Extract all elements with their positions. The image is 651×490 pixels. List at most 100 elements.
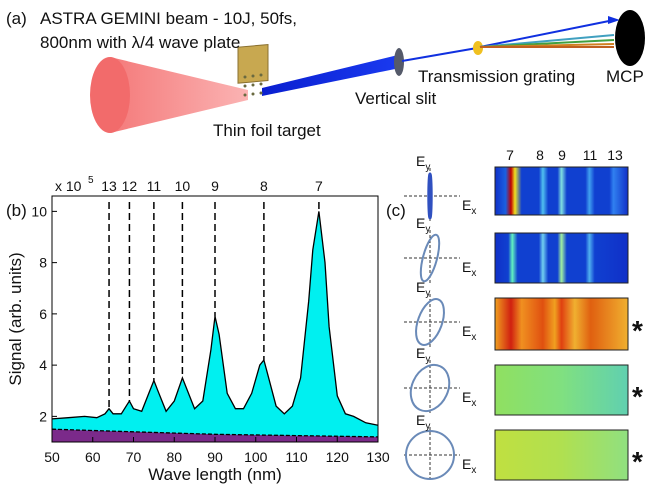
- polarization-ellipse: [409, 363, 451, 413]
- ey-label: Ey: [416, 153, 430, 173]
- foil-dots: [243, 73, 263, 97]
- ey-sub: y: [425, 288, 430, 299]
- harmonic-label: 9: [211, 178, 219, 194]
- x-tick-label: 120: [326, 449, 350, 465]
- target-label: Thin foil target: [213, 121, 321, 140]
- detector-image: [494, 232, 629, 284]
- ex-label: Ex: [462, 197, 476, 217]
- panel-label: (b): [6, 201, 27, 220]
- polarization-ellipse: [405, 430, 455, 480]
- y-tick-label: 6: [39, 306, 47, 322]
- arrow-head: [608, 16, 620, 24]
- ey-main: E: [416, 412, 425, 428]
- x-tick-label: 50: [44, 449, 60, 465]
- ex-main: E: [462, 389, 471, 405]
- ex-sub: x: [471, 268, 476, 279]
- x-axis-label: Wave length (nm): [148, 465, 282, 484]
- ex-main: E: [462, 323, 471, 339]
- polarization-ellipse: [419, 233, 441, 283]
- polarization-ellipse: [427, 172, 433, 220]
- ey-main: E: [416, 279, 425, 295]
- detector-image: [494, 166, 629, 216]
- ey-main: E: [416, 345, 425, 361]
- x-tick-label: 80: [166, 449, 182, 465]
- harmonic-label: 9: [558, 147, 566, 163]
- mcp: [615, 10, 645, 66]
- slit-label: Vertical slit: [355, 89, 437, 108]
- ey-label: Ey: [416, 412, 430, 432]
- y-axis-label: Signal (arb. units): [6, 252, 25, 385]
- detector-image: [494, 364, 629, 416]
- detector-image: [494, 429, 629, 481]
- y-multiplier: x 10: [55, 178, 82, 194]
- ex-label: Ex: [462, 259, 476, 279]
- x-tick-label: 90: [207, 449, 223, 465]
- beam-line: [401, 47, 478, 62]
- harmonic-label: 8: [536, 147, 544, 163]
- y-tick-label: 4: [39, 357, 47, 373]
- asterisk: *: [632, 446, 643, 477]
- asterisk: *: [632, 381, 643, 412]
- ey-label: Ey: [416, 215, 430, 235]
- ex-main: E: [462, 259, 471, 275]
- spectrum-chart: 50 60 70 80 90 100 110 120 130 2 4 6 8 10 13 12 11 10 9 8 7 W…: [6, 175, 390, 484]
- ex-sub: x: [471, 465, 476, 476]
- laser-aperture: [90, 57, 130, 133]
- panel-label: (c): [386, 201, 406, 220]
- ex-sub: x: [471, 398, 476, 409]
- ex-sub: x: [471, 332, 476, 343]
- ex-main: E: [462, 197, 471, 213]
- foil-target: [237, 44, 269, 84]
- laser-cone: [110, 57, 248, 133]
- harmonic-label: 12: [122, 178, 138, 194]
- ex-sub: x: [471, 206, 476, 217]
- line: [51, 211, 379, 426]
- y-tick-label: 10: [31, 203, 47, 219]
- x-tick-label: 110: [285, 449, 308, 465]
- ey-sub: y: [425, 162, 430, 173]
- beam: [262, 55, 400, 96]
- ey-sub: y: [425, 354, 430, 365]
- setup-diagram: [90, 10, 645, 133]
- polarization-ellipse: [415, 298, 445, 346]
- ex-label: Ex: [462, 389, 476, 409]
- harmonic-label: 13: [101, 178, 117, 194]
- panel-label: (a): [6, 9, 27, 28]
- asterisk: *: [632, 315, 643, 346]
- harmonic-label: 10: [175, 178, 191, 194]
- x-tick-label: 130: [366, 449, 390, 465]
- harmonic-label: 8: [260, 178, 268, 194]
- ray: [479, 19, 615, 48]
- harmonic-label: 7: [315, 178, 323, 194]
- y-tick-label: 2: [39, 408, 47, 424]
- slit: [394, 48, 404, 76]
- harmonic-label: 13: [607, 147, 623, 163]
- ey-main: E: [416, 153, 425, 169]
- mcp-label: MCP: [606, 67, 644, 86]
- beam-text: 800nm with λ/4 wave plate: [40, 33, 240, 52]
- harmonic-label: 11: [147, 178, 162, 194]
- grating-label: Transmission grating: [418, 67, 575, 86]
- detector-image: [494, 297, 629, 351]
- ey-label: Ey: [416, 345, 430, 365]
- x-tick-label: 60: [85, 449, 101, 465]
- grating: [473, 41, 483, 55]
- harmonic-label: 11: [583, 147, 598, 163]
- ex-label: Ex: [462, 323, 476, 343]
- y-tick-label: 8: [39, 255, 47, 271]
- y-multiplier-exp: 5: [88, 175, 94, 186]
- ey-label: Ey: [416, 279, 430, 299]
- harmonic-label: 7: [506, 147, 514, 163]
- ey-sub: y: [425, 224, 430, 235]
- ex-main: E: [462, 456, 471, 472]
- x-tick-label: 70: [126, 449, 142, 465]
- ey-main: E: [416, 215, 425, 231]
- area: [52, 211, 378, 442]
- line: [51, 428, 379, 438]
- ex-label: Ex: [462, 456, 476, 476]
- beam-text: ASTRA GEMINI beam - 10J, 50fs,: [40, 9, 297, 28]
- x-tick-label: 100: [244, 449, 268, 465]
- ey-sub: y: [425, 421, 430, 432]
